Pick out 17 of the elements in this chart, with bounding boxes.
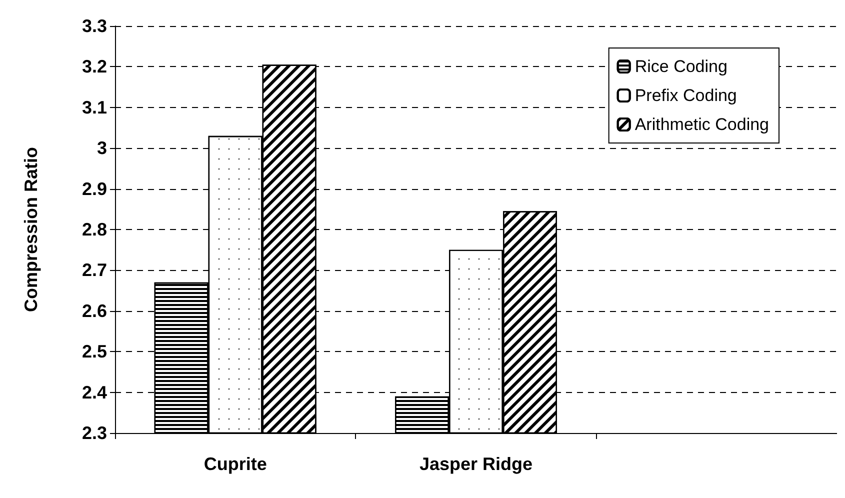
y-tick-label: 3.2: [82, 56, 107, 77]
legend-label: Arithmetic Coding: [634, 115, 770, 134]
y-tick-label: 3: [96, 138, 107, 158]
y-tick-label: 2.4: [82, 382, 107, 402]
y-tick-label: 2.7: [82, 260, 107, 280]
legend-label: Prefix Coding: [634, 86, 737, 105]
y-tick-label: 2.6: [82, 300, 107, 321]
y-tick-label: 2.3: [82, 423, 107, 443]
x-tick-label: Jasper Ridge: [419, 454, 533, 474]
y-tick-label: 2.8: [82, 220, 107, 240]
y-tick-label: 2.9: [82, 178, 107, 199]
y-axis-title: Compression Ratio: [21, 146, 41, 312]
y-tick-label: 3.3: [82, 16, 107, 36]
y-tick-label: 3.1: [82, 97, 107, 118]
y-tick-label: 2.5: [82, 342, 107, 362]
x-tick-label: Cuprite: [204, 454, 267, 474]
legend-label: Rice Coding: [634, 57, 728, 76]
